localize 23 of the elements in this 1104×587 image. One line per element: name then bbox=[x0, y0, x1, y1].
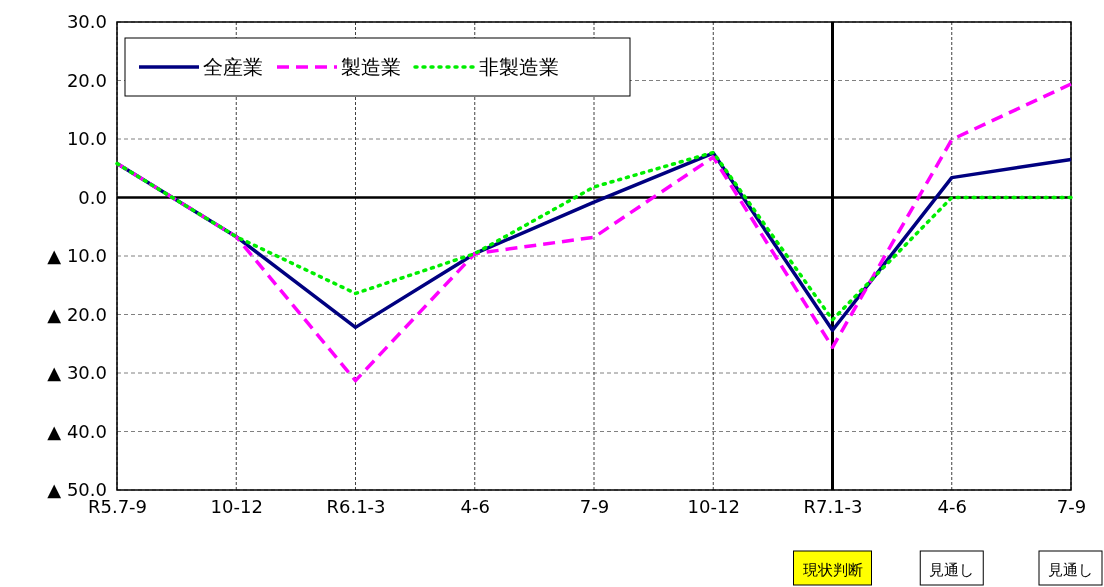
legend-label: 製造業 bbox=[341, 55, 401, 79]
y-tick-label: ▲ 40.0 bbox=[47, 420, 107, 442]
y-tick-label: ▲ 30.0 bbox=[47, 362, 107, 384]
x-tick-label: 7-9 bbox=[1056, 495, 1087, 517]
y-tick-label: 30.0 bbox=[66, 11, 107, 33]
x-tick-label: 4-6 bbox=[460, 495, 490, 517]
legend-label: 全産業 bbox=[203, 55, 263, 79]
line-series bbox=[115, 82, 1073, 383]
x-tick-label: 10-12 bbox=[210, 495, 263, 517]
x-tick-label: 10-12 bbox=[687, 495, 740, 517]
y-tick-label: 10.0 bbox=[66, 128, 107, 150]
legend-label: 非製造業 bbox=[479, 55, 559, 79]
x-tick-label: R7.1-3 bbox=[803, 495, 863, 517]
text: 現状判断 bbox=[802, 561, 863, 579]
text: 見通し bbox=[1048, 561, 1093, 579]
y-tick-label: 0.0 bbox=[78, 186, 107, 208]
text: 見通し bbox=[929, 561, 975, 579]
y-tick-label: 20.0 bbox=[66, 69, 107, 91]
y-tick-label: ▲ 20.0 bbox=[47, 303, 107, 325]
x-tick-label: R6.1-3 bbox=[326, 495, 386, 517]
x-tick-label: 4-6 bbox=[937, 495, 967, 517]
y-tick-label: ▲ 10.0 bbox=[47, 245, 107, 267]
x-tick-label: 7-9 bbox=[579, 495, 610, 517]
